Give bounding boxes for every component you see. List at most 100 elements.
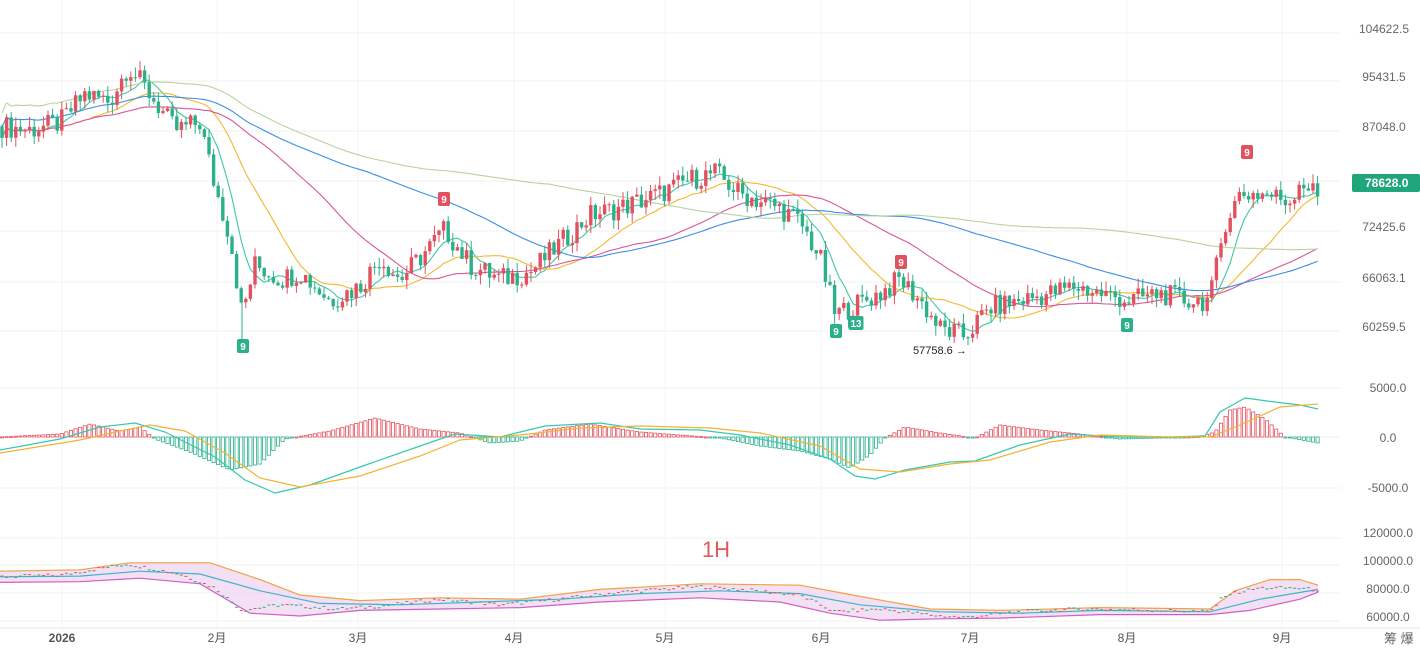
candle-body [101, 95, 105, 97]
candle-body [368, 266, 372, 289]
macd-bar [763, 436, 768, 448]
td-marker-sell [1241, 145, 1253, 159]
candle-body [313, 287, 317, 289]
candle-body [625, 199, 630, 214]
macd-bar [768, 436, 773, 448]
candle-body [791, 209, 795, 211]
macd-bar [607, 426, 612, 438]
candle-body [1095, 289, 1099, 294]
candle-body [290, 269, 294, 286]
macd-bar [805, 436, 810, 454]
candle-body [428, 241, 432, 252]
candle-body [1251, 192, 1255, 200]
macd-bar [469, 436, 474, 439]
corner-tools-text[interactable]: 筹 爆 [1384, 631, 1414, 646]
td-marker-sell [895, 255, 907, 269]
candle-body [1026, 293, 1030, 305]
candle-body [920, 298, 924, 302]
macd-bar [653, 432, 658, 438]
candle-body [658, 185, 662, 190]
candle-body [1288, 203, 1292, 206]
macd-bar [717, 436, 722, 439]
candle-body [244, 298, 248, 303]
macd-bar [579, 424, 584, 438]
macd-bar [1297, 436, 1302, 440]
macd-bar [533, 433, 538, 438]
candle-body [483, 263, 487, 270]
candle-body [147, 82, 151, 99]
candle-body [1016, 298, 1021, 302]
macd-bar [225, 436, 230, 470]
macd-bar [326, 430, 331, 438]
macd-bar [979, 434, 984, 438]
current-price-tag-bg [1352, 174, 1420, 192]
macd-bar [216, 436, 221, 466]
macd-bar [170, 436, 175, 446]
candle-body [1012, 298, 1016, 307]
candle-body [363, 288, 368, 293]
macd-bar [754, 436, 759, 446]
candle-body [437, 230, 441, 235]
macd-bar [731, 436, 736, 442]
td-marker-label: 9 [1244, 148, 1250, 159]
period-low-label: 57758.6 → [913, 345, 967, 357]
candle-body [1223, 232, 1228, 244]
candle-body [575, 222, 579, 244]
candle-body [55, 117, 59, 131]
candle-body [193, 115, 197, 126]
macd-bar [165, 436, 170, 445]
candle-body [1035, 296, 1039, 298]
ma-line-120 [1, 81, 1318, 251]
candle-body [837, 308, 841, 314]
candle-body [1256, 192, 1260, 199]
boll-lower-line [0, 577, 1319, 621]
boll-tick: 100000.0 [1363, 554, 1413, 568]
candle-body [773, 198, 777, 207]
candle-body [14, 126, 18, 138]
macd-bar [800, 436, 805, 453]
candle-body [32, 126, 36, 137]
macd-bar [400, 424, 405, 438]
candle-body [138, 70, 142, 78]
macd-bar [1002, 425, 1007, 438]
macd-bar [722, 436, 727, 440]
macd-bar [943, 433, 948, 438]
candle-body [1062, 282, 1067, 288]
candle-body [414, 254, 418, 258]
macd-bar [505, 436, 510, 443]
macd-bar [644, 432, 649, 438]
macd-bar [1053, 431, 1058, 438]
macd-bar [515, 436, 520, 442]
macd-bar [386, 420, 391, 438]
candle-body [391, 274, 395, 276]
candle-body [432, 234, 437, 242]
candle-body [469, 250, 473, 276]
macd-bar [381, 419, 386, 438]
candle-body [763, 197, 768, 203]
candle-body [529, 272, 533, 274]
macd-bar [699, 436, 704, 438]
macd-bar [50, 433, 55, 438]
candle-body [326, 297, 331, 299]
candle-body [589, 205, 593, 226]
candle-body [552, 242, 556, 255]
macd-bar [593, 424, 598, 438]
macd-bar [492, 436, 497, 444]
candle-body [96, 90, 101, 97]
candle-body [478, 269, 483, 276]
candle-body [1260, 193, 1265, 199]
candle-body [750, 197, 754, 206]
macd-bar [837, 436, 842, 464]
candle-body [345, 290, 349, 302]
candle-body [1205, 298, 1209, 312]
macd-bar [1260, 417, 1265, 438]
macd-bar [1278, 432, 1283, 438]
td-marker-buy [848, 316, 864, 330]
macd-bar [179, 436, 184, 450]
candle-body [377, 267, 381, 269]
price-tick: 72425.6 [1362, 220, 1406, 234]
candle-body [92, 90, 96, 100]
macd-bar [1301, 436, 1306, 441]
candle-body [952, 324, 956, 337]
